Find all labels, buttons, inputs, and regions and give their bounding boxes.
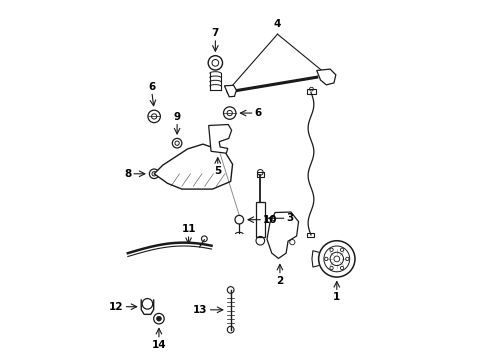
Text: 2: 2 xyxy=(276,276,284,285)
Text: 8: 8 xyxy=(124,169,131,179)
Text: 11: 11 xyxy=(181,224,196,234)
Polygon shape xyxy=(209,125,232,153)
Text: 10: 10 xyxy=(263,215,278,225)
Polygon shape xyxy=(154,144,233,189)
Text: 3: 3 xyxy=(287,213,294,223)
Circle shape xyxy=(345,257,349,261)
Bar xyxy=(307,233,314,237)
Text: 9: 9 xyxy=(173,112,181,122)
Circle shape xyxy=(341,266,344,270)
Text: 1: 1 xyxy=(333,292,341,302)
Text: 6: 6 xyxy=(148,82,155,91)
Polygon shape xyxy=(224,85,236,97)
Text: 4: 4 xyxy=(274,19,281,30)
Circle shape xyxy=(341,248,344,251)
Bar xyxy=(307,89,316,94)
Polygon shape xyxy=(317,69,336,85)
Text: 5: 5 xyxy=(214,166,221,176)
Circle shape xyxy=(324,257,328,261)
Circle shape xyxy=(330,248,333,251)
Bar xyxy=(256,202,265,237)
Text: 6: 6 xyxy=(255,108,262,118)
Polygon shape xyxy=(267,212,298,258)
Text: 12: 12 xyxy=(109,302,123,312)
Bar xyxy=(257,172,264,177)
Circle shape xyxy=(330,266,333,270)
Circle shape xyxy=(156,316,161,321)
Text: 13: 13 xyxy=(193,305,208,315)
Text: 7: 7 xyxy=(212,28,219,38)
Text: 14: 14 xyxy=(151,340,166,350)
